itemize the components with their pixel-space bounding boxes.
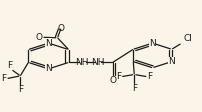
Text: NH: NH [91,58,104,67]
Text: N: N [168,57,175,66]
Text: N: N [45,64,52,73]
Text: F: F [116,72,121,81]
Text: O: O [35,33,42,42]
Text: F: F [147,72,153,81]
Text: N: N [149,39,156,48]
Text: F: F [7,61,12,70]
Text: N: N [45,39,52,48]
Text: O: O [58,24,65,33]
Text: F: F [1,74,6,83]
Text: O: O [109,76,116,85]
Text: F: F [132,84,137,93]
Text: F: F [18,85,23,94]
Text: NH: NH [76,58,89,67]
Text: Cl: Cl [183,34,192,43]
